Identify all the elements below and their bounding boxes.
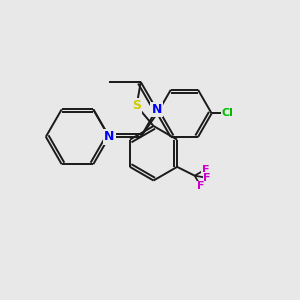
Text: Cl: Cl: [222, 108, 234, 118]
Text: F: F: [203, 173, 211, 183]
Text: F: F: [202, 164, 209, 175]
Text: N: N: [152, 103, 162, 116]
Text: F: F: [197, 181, 205, 191]
Text: S: S: [132, 99, 141, 112]
Text: N: N: [104, 130, 114, 143]
